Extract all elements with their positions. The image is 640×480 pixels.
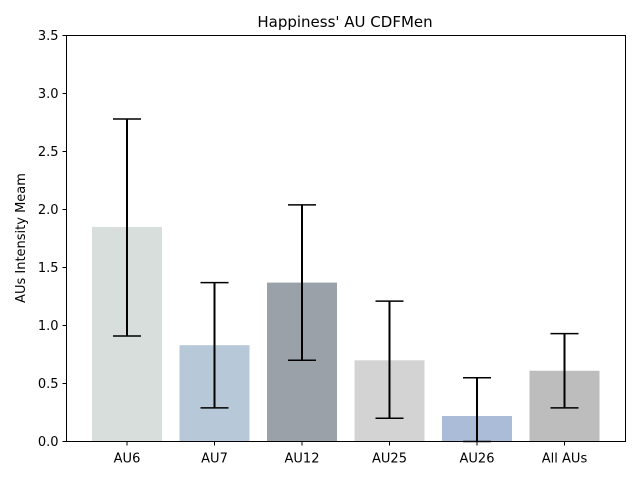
- chart-title: Happiness' AU CDFMen: [257, 13, 432, 31]
- bars-group: [92, 226, 600, 442]
- y-tick-label: 0.5: [38, 377, 59, 392]
- x-tick-label: AU6: [114, 452, 141, 467]
- y-tick-label: 1.0: [38, 319, 59, 334]
- y-tick-label: 1.5: [38, 261, 59, 276]
- y-tick-label: 3.5: [38, 29, 59, 44]
- x-tick-label: AU25: [372, 452, 407, 467]
- x-axis-ticks: AU6 AU7 AU12 AU25 AU26 All AUs: [114, 441, 588, 467]
- plot-frame: [66, 35, 626, 442]
- y-tick-label: 2.0: [38, 203, 59, 218]
- x-tick-label: AU7: [201, 452, 228, 467]
- y-axis-label: AUs Intensity Meam: [14, 173, 29, 303]
- y-tick-label: 2.5: [38, 145, 59, 160]
- y-tick-label: 0.0: [38, 435, 59, 450]
- x-tick-label: AU26: [460, 452, 495, 467]
- y-tick-label: 3.0: [38, 87, 59, 102]
- x-tick-label: All AUs: [542, 452, 588, 467]
- x-tick-label: AU12: [285, 452, 320, 467]
- y-axis-ticks: 0.0 0.5 1.0 1.5 2.0 2.5 3.0 3.5: [38, 29, 67, 450]
- error-bars-group: [113, 118, 579, 443]
